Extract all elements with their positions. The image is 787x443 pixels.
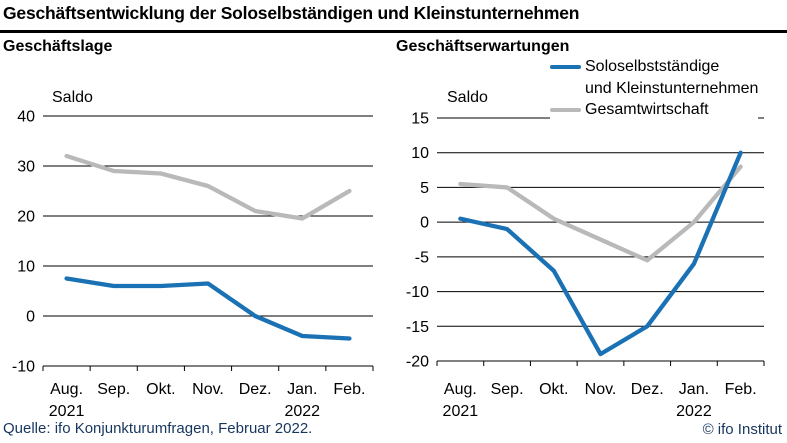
legend-label-soloselbststaendige-line2: und Kleinstunternehmen (585, 79, 759, 97)
svg-text:2022: 2022 (284, 403, 320, 420)
legend-label-soloselbststaendige: Soloselbstständige (585, 58, 720, 75)
source-note: Quelle: ifo Konjunkturumfragen, Februar … (3, 420, 313, 437)
title-rule (0, 30, 787, 33)
svg-text:Aug.: Aug. (50, 381, 83, 398)
svg-text:Jan.: Jan. (679, 381, 709, 398)
right-chart-title: Geschäftserwartungen (396, 38, 570, 55)
left-chart-title: Geschäftslage (3, 38, 113, 55)
svg-text:15: 15 (411, 111, 429, 128)
svg-text:Sep.: Sep. (97, 381, 130, 398)
svg-text:5: 5 (420, 180, 429, 197)
svg-text:Nov.: Nov. (585, 381, 617, 398)
svg-text:Okt.: Okt. (539, 381, 568, 398)
svg-text:20: 20 (17, 209, 35, 226)
svg-text:Okt.: Okt. (146, 381, 175, 398)
svg-text:-10: -10 (406, 284, 429, 301)
svg-text:2021: 2021 (443, 403, 479, 420)
legend-label-gesamtwirtschaft: Gesamtwirtschaft (585, 101, 709, 118)
svg-text:-5: -5 (415, 249, 429, 266)
svg-text:10: 10 (17, 259, 35, 276)
svg-text:0: 0 (26, 309, 35, 326)
svg-text:-20: -20 (406, 354, 429, 371)
svg-text:Feb.: Feb. (333, 381, 365, 398)
svg-text:-10: -10 (12, 359, 35, 376)
svg-text:40: 40 (17, 109, 35, 126)
svg-text:Dez.: Dez. (239, 381, 272, 398)
svg-text:Jan.: Jan. (287, 381, 317, 398)
copyright-note: © ifo Institut (702, 421, 782, 438)
svg-text:2021: 2021 (49, 403, 85, 420)
svg-text:Sep.: Sep. (491, 381, 524, 398)
svg-text:30: 30 (17, 159, 35, 176)
svg-text:-15: -15 (406, 319, 429, 336)
svg-text:0: 0 (420, 215, 429, 232)
legend-line-gesamtwirtschaft-icon (550, 107, 581, 112)
svg-text:10: 10 (411, 145, 429, 162)
svg-text:Feb.: Feb. (725, 381, 757, 398)
svg-text:Dez.: Dez. (631, 381, 664, 398)
legend-line-soloselbststaendige-icon (550, 64, 581, 69)
svg-text:2022: 2022 (676, 403, 712, 420)
svg-text:Nov.: Nov. (192, 381, 224, 398)
left-axis-unit-label: Saldo (52, 89, 93, 106)
figure-title: Geschäftsentwicklung der Soloselbständig… (3, 3, 580, 23)
legend: Soloselbstständige und Kleinstunternehme… (550, 56, 759, 122)
svg-text:Aug.: Aug. (444, 381, 477, 398)
right-axis-unit-label: Saldo (447, 89, 488, 106)
